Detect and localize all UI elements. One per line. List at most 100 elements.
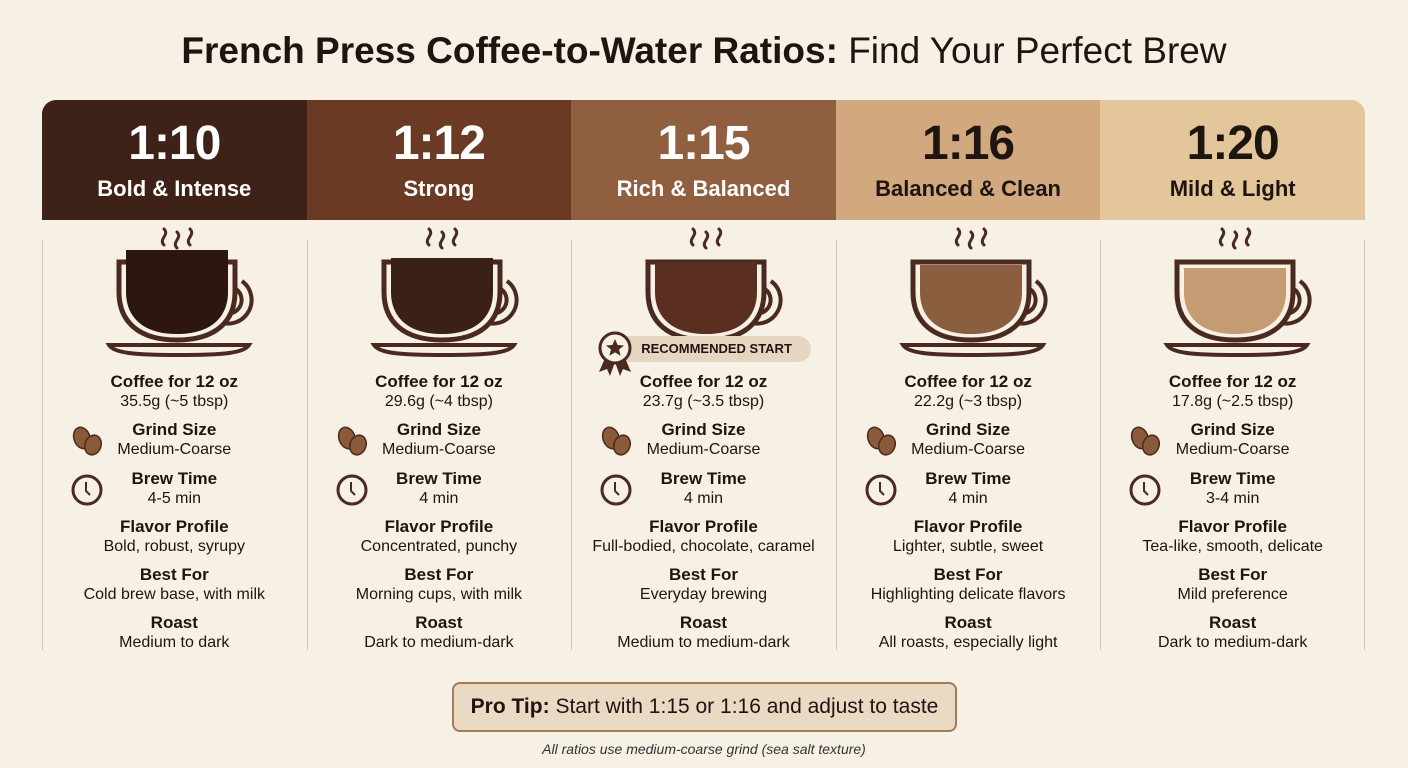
ratio-value: 1:16 bbox=[922, 117, 1015, 170]
grind-label: Grind Size bbox=[396, 420, 481, 440]
info-coffee: Coffee for 12 oz 17.8g (~2.5 tbsp) bbox=[1100, 372, 1365, 420]
info-brew: Brew Time 4-5 min bbox=[42, 469, 307, 517]
brew-value: 4-5 min bbox=[147, 489, 201, 507]
coffee-value: 29.6g (~4 tbsp) bbox=[384, 393, 493, 410]
pro-tip: Pro Tip: Start with 1:15 or 1:16 and adj… bbox=[452, 682, 957, 732]
info-flavor: Flavor Profile Lighter, subtle, sweet bbox=[836, 517, 1101, 565]
roast-value: Medium to medium-dark bbox=[617, 634, 790, 652]
grind-value: Medium-Coarse bbox=[646, 441, 761, 459]
coffee-label: Coffee for 12 oz bbox=[639, 372, 768, 391]
ratio-name: Mild & Light bbox=[1169, 176, 1296, 201]
grind-label: Grind Size bbox=[1190, 420, 1275, 440]
info-coffee: Coffee for 12 oz 29.6g (~4 tbsp) bbox=[307, 372, 572, 420]
grind-label: Grind Size bbox=[661, 420, 746, 440]
info-grind: Grind Size Medium-Coarse bbox=[836, 420, 1101, 468]
brew-value: 4 min bbox=[948, 489, 988, 507]
grind-label: Grind Size bbox=[926, 420, 1011, 440]
brew-label: Brew Time bbox=[396, 468, 482, 488]
best-label: Best For bbox=[1198, 565, 1268, 585]
brew-label: Brew Time bbox=[660, 468, 747, 488]
coffee-value: 22.2g (~3 tbsp) bbox=[914, 393, 1023, 410]
roast-value: All roasts, especially light bbox=[878, 634, 1058, 652]
roast-label: Roast bbox=[679, 613, 728, 633]
flavor-value: Full-bodied, chocolate, caramel bbox=[592, 537, 815, 555]
best-label: Best For bbox=[933, 565, 1003, 585]
coffee-beans-icon bbox=[70, 424, 104, 458]
roast-label: Roast bbox=[415, 613, 463, 633]
grind-value: Medium-Coarse bbox=[117, 441, 232, 459]
ratio-name: Balanced & Clean bbox=[875, 176, 1061, 201]
info-best: Best For Highlighting delicate flavors bbox=[836, 565, 1101, 613]
info-grind: Grind Size Medium-Coarse bbox=[42, 420, 307, 468]
coffee-cup-icon bbox=[1162, 220, 1312, 360]
ratio-header: 1:20 Mild & Light bbox=[1100, 100, 1365, 220]
info-brew: Brew Time 4 min bbox=[571, 469, 836, 517]
roast-value: Dark to medium-dark bbox=[1157, 634, 1308, 652]
grind-label: Grind Size bbox=[132, 420, 217, 440]
info-grind: Grind Size Medium-Coarse bbox=[307, 420, 572, 468]
best-label: Best For bbox=[139, 565, 209, 585]
info-flavor: Flavor Profile Bold, robust, syrupy bbox=[42, 517, 307, 565]
best-value: Cold brew base, with milk bbox=[83, 586, 265, 604]
flavor-value: Bold, robust, syrupy bbox=[103, 537, 245, 555]
coffee-cup-icon bbox=[898, 220, 1048, 360]
info-coffee: Coffee for 12 oz 22.2g (~3 tbsp) bbox=[836, 372, 1101, 420]
info-best: Best For Morning cups, with milk bbox=[307, 565, 572, 613]
info-grind: Grind Size Medium-Coarse bbox=[1100, 420, 1365, 468]
ratio-value: 1:20 bbox=[1186, 117, 1280, 170]
best-label: Best For bbox=[404, 565, 474, 585]
info-brew: Brew Time 3-4 min bbox=[1100, 469, 1365, 517]
best-value: Highlighting delicate flavors bbox=[870, 586, 1066, 604]
flavor-label: Flavor Profile bbox=[119, 516, 229, 536]
coffee-beans-icon bbox=[1128, 424, 1162, 458]
ratio-header: 1:10 Bold & Intense bbox=[42, 100, 307, 220]
info-flavor: Flavor Profile Concentrated, punchy bbox=[307, 517, 572, 565]
ratio-column: 1:16 Balanced & Clean Coffee for 12 oz 22.2… bbox=[835, 100, 1101, 661]
ratio-name: Rich & Balanced bbox=[616, 176, 791, 201]
flavor-value: Lighter, subtle, sweet bbox=[892, 537, 1044, 555]
clock-icon bbox=[70, 473, 104, 507]
ratio-header: 1:12 Strong bbox=[306, 100, 572, 220]
roast-label: Roast bbox=[1209, 613, 1257, 633]
best-label: Best For bbox=[669, 565, 738, 585]
ratio-value: 1:12 bbox=[392, 117, 486, 170]
info-best: Best For Cold brew base, with milk bbox=[42, 565, 307, 613]
ratio-name: Bold & Intense bbox=[97, 176, 252, 201]
coffee-beans-icon bbox=[335, 424, 369, 458]
ratio-column: 1:10 Bold & Intense Coffee for 12 oz 35.5g … bbox=[42, 100, 307, 660]
info-flavor: Flavor Profile Tea-like, smooth, delicate bbox=[1100, 517, 1365, 565]
info-best: Best For Everyday brewing bbox=[571, 565, 836, 613]
info-roast: Roast Dark to medium-dark bbox=[307, 613, 572, 661]
info-roast: Roast Medium to dark bbox=[42, 613, 307, 661]
info-brew: Brew Time 4 min bbox=[307, 469, 572, 517]
info-coffee: Coffee for 12 oz 35.5g (~5 tbsp) bbox=[42, 372, 307, 420]
roast-label: Roast bbox=[944, 613, 992, 633]
info-roast: Roast All roasts, especially light bbox=[836, 613, 1101, 661]
brew-value: 4 min bbox=[683, 489, 724, 507]
info-grind: Grind Size Medium-Coarse bbox=[571, 420, 836, 468]
flavor-label: Flavor Profile bbox=[384, 516, 494, 536]
flavor-label: Flavor Profile bbox=[913, 516, 1023, 536]
ratio-column: 1:12 Strong Coffee for 12 oz 29.6g (~4 tbsp… bbox=[306, 100, 572, 661]
clock-icon bbox=[864, 473, 898, 507]
coffee-beans-icon bbox=[599, 424, 633, 458]
clock-icon bbox=[599, 473, 633, 507]
info-roast: Roast Dark to medium-dark bbox=[1100, 613, 1365, 661]
coffee-value: 17.8g (~2.5 tbsp) bbox=[1171, 393, 1294, 410]
info-brew: Brew Time 4 min bbox=[836, 469, 1101, 517]
info-coffee: Coffee for 12 oz 23.7g (~3.5 tbsp) bbox=[571, 372, 836, 420]
brew-label: Brew Time bbox=[925, 468, 1011, 488]
ratio-column: 1:20 Mild & Light Coffee for 12 oz 17.8g (~… bbox=[1100, 100, 1365, 660]
clock-icon bbox=[1128, 473, 1162, 507]
info-best: Best For Mild preference bbox=[1100, 565, 1365, 613]
best-value: Morning cups, with milk bbox=[355, 586, 523, 604]
coffee-label: Coffee for 12 oz bbox=[904, 372, 1032, 391]
coffee-label: Coffee for 12 oz bbox=[375, 372, 503, 391]
coffee-label: Coffee for 12 oz bbox=[1168, 372, 1297, 391]
roast-label: Roast bbox=[150, 613, 198, 633]
ratio-grid: 1:10 Bold & Intense Coffee for 12 oz 35.5g … bbox=[42, 100, 1365, 660]
roast-value: Medium to dark bbox=[119, 634, 230, 652]
brew-label: Brew Time bbox=[131, 468, 218, 488]
info-roast: Roast Medium to medium-dark bbox=[571, 613, 836, 661]
brew-value: 4 min bbox=[419, 489, 459, 507]
